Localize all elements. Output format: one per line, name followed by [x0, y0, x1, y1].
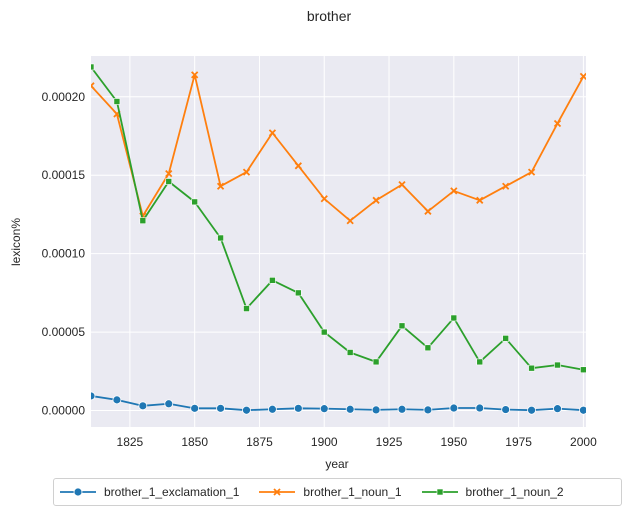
- data-point: [502, 182, 510, 190]
- data-point: [553, 404, 562, 414]
- data-point: [320, 195, 328, 203]
- data-point: [475, 403, 485, 413]
- legend-item: brother_1_noun_2: [420, 485, 564, 499]
- data-point: [553, 119, 562, 128]
- series-layer: [91, 63, 586, 415]
- data-point: [293, 403, 303, 413]
- data-point: [450, 187, 458, 195]
- legend-marker: [73, 487, 83, 497]
- data-point: [190, 403, 200, 413]
- data-point: [580, 366, 586, 374]
- data-point: [528, 364, 535, 372]
- plot-area: [91, 56, 586, 427]
- series-brother_1_exclamation_1: [91, 391, 586, 415]
- legend-item: brother_1_noun_1: [257, 485, 402, 499]
- data-point: [139, 217, 147, 225]
- data-point: [424, 344, 432, 352]
- y-axis-label: lexicon%: [9, 218, 23, 266]
- x-tick-label: 1825: [117, 435, 144, 449]
- data-point: [554, 361, 561, 369]
- data-point: [165, 170, 173, 178]
- data-point: [269, 277, 276, 284]
- data-point: [91, 391, 96, 401]
- data-point: [216, 403, 225, 413]
- data-point: [164, 399, 174, 409]
- data-point: [268, 404, 277, 414]
- x-tick-label: 1975: [505, 435, 532, 449]
- data-point: [501, 405, 511, 414]
- x-tick-label: 1925: [376, 435, 403, 449]
- data-point: [268, 129, 277, 137]
- data-point: [346, 217, 354, 225]
- x-tick-label: 1850: [181, 435, 208, 449]
- legend-label: brother_1_exclamation_1: [104, 485, 240, 499]
- data-point: [243, 305, 250, 312]
- y-tick-label: 0.00020: [42, 90, 86, 104]
- data-point: [216, 182, 225, 190]
- series-line: [91, 73, 585, 222]
- data-point: [295, 289, 302, 297]
- data-point: [320, 328, 328, 336]
- series-brother_1_noun_1: [91, 71, 586, 225]
- x-axis-label: year: [325, 457, 348, 471]
- y-tick-label: 0.00000: [42, 404, 86, 418]
- series-line: [91, 66, 584, 371]
- data-point: [449, 403, 459, 413]
- data-point: [242, 168, 251, 176]
- legend-label: brother_1_noun_2: [465, 485, 564, 499]
- data-point: [397, 404, 407, 414]
- data-point: [579, 405, 586, 415]
- data-point: [476, 358, 484, 366]
- data-point: [346, 349, 354, 356]
- data-point: [502, 335, 509, 342]
- legend-swatch: [60, 487, 96, 497]
- x-tick-label: 1950: [440, 435, 467, 449]
- data-point: [91, 63, 95, 71]
- data-point: [527, 405, 536, 415]
- y-tick-label: 0.00015: [42, 168, 86, 182]
- data-point: [579, 72, 586, 81]
- data-point: [191, 198, 198, 206]
- chart-title: brother: [307, 8, 352, 24]
- legend-item: brother_1_exclamation_1: [58, 485, 239, 499]
- line-chart: brother 1825 1850 1875 1900 1925 1950 1975 2000…: [9, 8, 598, 471]
- plot-background: [91, 56, 586, 427]
- data-point: [217, 234, 224, 242]
- data-point: [191, 71, 199, 79]
- data-point: [345, 404, 355, 414]
- data-point: [423, 405, 433, 415]
- x-tick-label: 1900: [311, 435, 338, 449]
- legend-swatch: [421, 488, 458, 496]
- data-point: [527, 168, 536, 176]
- data-point: [372, 196, 380, 204]
- data-point: [91, 82, 95, 90]
- y-axis: 0.00000 0.00005 0.00010 0.00015 0.00020: [42, 90, 86, 418]
- y-tick-label: 0.00005: [42, 325, 86, 339]
- x-tick-label: 1875: [246, 435, 273, 449]
- data-point: [319, 404, 329, 414]
- legend: brother_1_exclamation_1 brother_1_noun_1 b…: [53, 478, 622, 506]
- y-tick-label: 0.00010: [42, 247, 86, 261]
- data-point: [476, 196, 484, 204]
- data-point: [165, 178, 173, 185]
- series-brother_1_noun_2: [91, 63, 586, 374]
- data-point: [112, 395, 122, 405]
- data-point: [372, 358, 380, 366]
- data-point: [398, 322, 406, 330]
- data-point: [398, 180, 406, 189]
- data-point: [450, 314, 458, 322]
- data-point: [113, 98, 121, 105]
- x-tick-label: 2000: [570, 435, 597, 449]
- data-point: [138, 401, 148, 411]
- legend-label: brother_1_noun_1: [303, 485, 402, 499]
- legend-marker: [436, 488, 443, 496]
- data-point: [242, 405, 251, 415]
- data-point: [371, 405, 381, 415]
- x-axis: 1825 1850 1875 1900 1925 1950 1975 2000: [117, 435, 598, 449]
- data-point: [294, 162, 302, 170]
- legend-swatch: [259, 488, 296, 496]
- legend-marker: [273, 488, 282, 496]
- data-point: [424, 207, 432, 215]
